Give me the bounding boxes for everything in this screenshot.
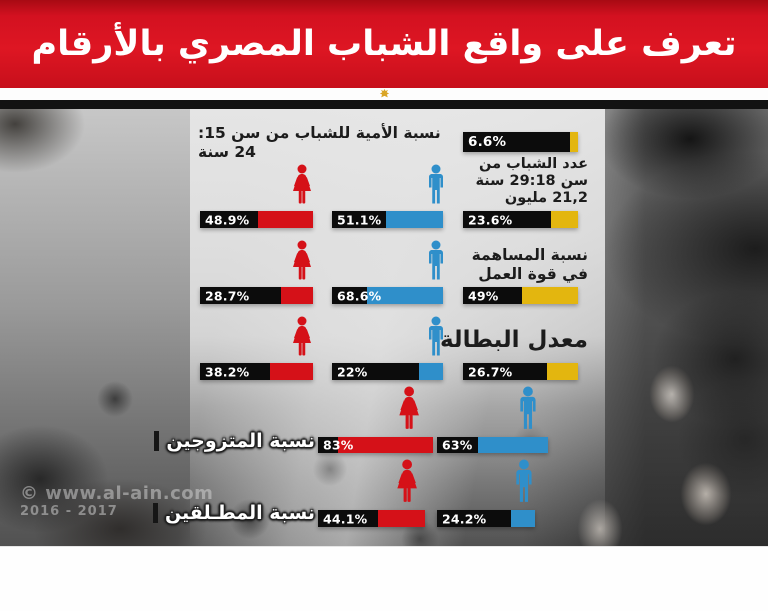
bar-value: 23.6% xyxy=(468,212,513,227)
footer-bar: alain_4u alain.4u alain.social بوابة الع… xyxy=(0,546,768,611)
married-label: نسبة المتزوجين xyxy=(166,430,315,452)
watermark-url: © www.al-ain.com xyxy=(20,483,214,504)
bar-fill xyxy=(547,363,578,380)
bar-fill xyxy=(418,363,443,380)
unemployment-female-bar: 38.2% xyxy=(200,363,313,380)
content-panel-overlay xyxy=(190,109,605,546)
laborforce-female-bar: 28.7% xyxy=(200,287,313,304)
population-male-bar: 51.1% xyxy=(332,211,443,228)
laborforce-label-line2: في قوة العمل xyxy=(478,265,588,283)
female-icon xyxy=(395,386,423,436)
population-label-line3: 21,2 مليون xyxy=(504,190,588,206)
bar-fill xyxy=(478,437,548,453)
label-tick xyxy=(152,503,158,523)
male-icon xyxy=(512,459,536,509)
laborforce-label: نسبة المساهمة في قوة العمل xyxy=(428,246,588,284)
divorced-female-bar: 44.1% xyxy=(318,510,425,527)
bar-value: 24.2% xyxy=(442,511,487,526)
female-icon xyxy=(289,240,315,286)
population-label-line1: عدد الشباب من xyxy=(479,156,588,172)
label-tick xyxy=(154,431,160,451)
bar-value: 6.6% xyxy=(468,134,507,150)
married-male-bar: 63% xyxy=(437,437,548,453)
laborforce-label-line1: نسبة المساهمة xyxy=(471,246,588,264)
flag-black-stripe xyxy=(0,100,768,109)
population-female-bar: 48.9% xyxy=(200,211,313,228)
bar-fill xyxy=(257,211,313,228)
unemployment-label: معدل البطالة xyxy=(439,327,588,353)
female-icon xyxy=(393,459,421,509)
bar-fill xyxy=(366,287,443,304)
bar-value: 63% xyxy=(442,437,473,453)
bar-fill xyxy=(280,287,313,304)
bar-value: 51.1% xyxy=(337,212,382,227)
divorced-male-bar: 24.2% xyxy=(437,510,535,527)
bar-fill xyxy=(511,510,535,527)
bar-value: 44.1% xyxy=(323,511,368,526)
divorced-label-block: نسبة المطـلقين xyxy=(152,502,315,524)
female-icon xyxy=(289,164,315,210)
married-label-block: نسبة المتزوجين xyxy=(154,430,315,452)
population-label-line2: سن 29:18 سنة xyxy=(475,173,588,189)
population-label: عدد الشباب من سن 29:18 سنة 21,2 مليون xyxy=(438,156,588,207)
illiteracy-label: نسبة الأمية للشباب من سن 15: 24 سنة xyxy=(198,124,441,161)
female-icon xyxy=(289,316,315,362)
watermark: © www.al-ain.com 2016 - 2017 xyxy=(20,483,214,520)
unemployment-male-bar: 22% xyxy=(332,363,443,380)
bar-value: 68.6% xyxy=(337,288,382,303)
bar-value: 28.7% xyxy=(205,288,250,303)
bar-value: 83% xyxy=(323,437,354,453)
bar-fill xyxy=(550,211,578,228)
flag-white-stripe xyxy=(0,88,768,100)
bar-value: 38.2% xyxy=(205,364,250,379)
bar-fill xyxy=(269,363,313,380)
bar-fill xyxy=(337,437,433,453)
bar-value: 26.7% xyxy=(468,364,513,379)
bar-fill xyxy=(521,287,578,304)
bar-fill xyxy=(377,510,425,527)
page-title: تعرف على واقع الشباب المصري بالأرقام xyxy=(31,24,737,64)
laborforce-male-bar: 68.6% xyxy=(332,287,443,304)
married-female-bar: 83% xyxy=(318,437,433,453)
bar-value: 22% xyxy=(337,364,368,379)
bar-fill xyxy=(386,211,443,228)
unemployment-total-bar: 26.7% xyxy=(463,363,578,380)
male-icon xyxy=(516,386,540,436)
egypt-eagle-icon xyxy=(379,88,389,97)
illiteracy-total-bar: 6.6% xyxy=(463,132,578,152)
bar-value: 49% xyxy=(468,288,499,303)
divorced-label: نسبة المطـلقين xyxy=(164,502,315,524)
bar-value: 48.9% xyxy=(205,212,250,227)
header-banner: تعرف على واقع الشباب المصري بالأرقام xyxy=(0,0,768,88)
laborforce-total-bar: 49% xyxy=(463,287,578,304)
population-total-bar: 23.6% xyxy=(463,211,578,228)
watermark-years: 2016 - 2017 xyxy=(20,503,118,519)
bar-fill xyxy=(570,132,578,152)
